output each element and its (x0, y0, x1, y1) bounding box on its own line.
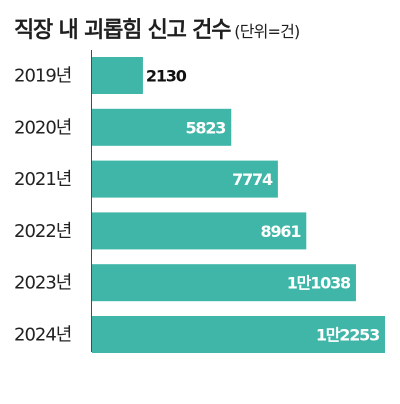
category-label: 2023년 (14, 273, 71, 294)
value-label: 1만1038 (287, 274, 351, 293)
category-label: 2024년 (14, 325, 71, 346)
category-label: 2022년 (14, 221, 71, 242)
chart-title: 직장 내 괴롭힘 신고 건수 (14, 18, 231, 43)
value-label: 8961 (261, 222, 302, 241)
value-label: 7774 (232, 170, 273, 189)
bar (92, 212, 307, 250)
unit-note: (단위=건) (234, 22, 300, 41)
category-label: 2019년 (14, 66, 71, 87)
bar (92, 57, 143, 94)
category-label: 2020년 (14, 117, 71, 138)
y-axis-line (91, 50, 92, 352)
bar (92, 316, 385, 353)
chart-title-block: 직장 내 괴롭힘 신고 건수 (단위=건) (14, 12, 300, 44)
bar (92, 264, 356, 302)
category-label: 2021년 (14, 169, 71, 190)
value-label: 2130 (146, 67, 187, 86)
bar (92, 160, 278, 198)
value-label: 1만2253 (316, 326, 379, 345)
bar (92, 108, 232, 146)
value-label: 5823 (186, 118, 226, 137)
